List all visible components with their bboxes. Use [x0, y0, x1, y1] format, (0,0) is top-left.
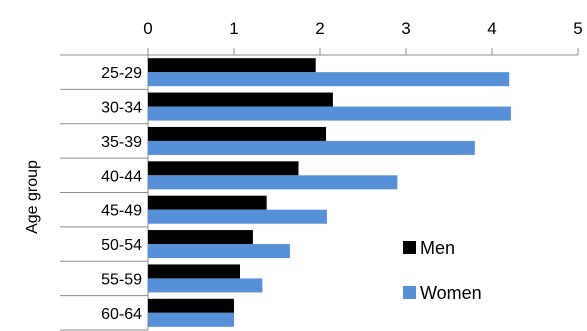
bar-men-50-54 [148, 230, 253, 245]
y-axis: 25-29 30-34 35-39 40-44 45-49 50-54 55-59 60-64 [60, 54, 149, 331]
bar-men-55-59 [148, 264, 241, 279]
bar-men-25-29 [148, 58, 316, 73]
x-tick-label: 0 [143, 19, 152, 38]
x-tick-label: 1 [229, 19, 238, 38]
bar-women-35-39 [148, 140, 475, 155]
bars-group [148, 58, 511, 327]
y-category-label: 40-44 [101, 168, 142, 185]
bar-men-40-44 [148, 161, 299, 176]
bar-women-60-64 [148, 312, 234, 327]
y-category-label: 45-49 [101, 203, 142, 220]
bar-women-55-59 [148, 278, 263, 293]
bar-men-60-64 [148, 298, 234, 313]
y-category-label: 25-29 [101, 65, 142, 82]
legend-label-women: Women [420, 283, 482, 303]
bar-women-25-29 [148, 72, 510, 87]
x-tick-label: 2 [315, 19, 324, 38]
y-category-label: 35-39 [101, 134, 142, 151]
legend-swatch-women [403, 286, 416, 299]
legend-swatch-men [403, 241, 416, 254]
y-category-label: 55-59 [101, 271, 142, 288]
y-category-label: 30-34 [101, 100, 142, 117]
x-tick-label: 4 [487, 19, 496, 38]
bar-women-50-54 [148, 244, 290, 259]
bar-men-35-39 [148, 126, 327, 141]
bar-women-30-34 [148, 106, 511, 121]
y-category-label: 60-64 [101, 306, 142, 323]
x-tick-label: 5 [573, 19, 582, 38]
x-axis: 0 1 2 3 4 5 [143, 19, 583, 56]
legend: Men Women [403, 238, 482, 303]
bar-men-30-34 [148, 92, 333, 107]
bar-men-45-49 [148, 195, 267, 210]
x-tick-label: 3 [401, 19, 410, 38]
bar-women-40-44 [148, 175, 398, 190]
y-category-label: 50-54 [101, 237, 142, 254]
legend-label-men: Men [420, 238, 455, 258]
y-axis-title: Age group [24, 160, 41, 234]
bar-women-45-49 [148, 209, 327, 224]
